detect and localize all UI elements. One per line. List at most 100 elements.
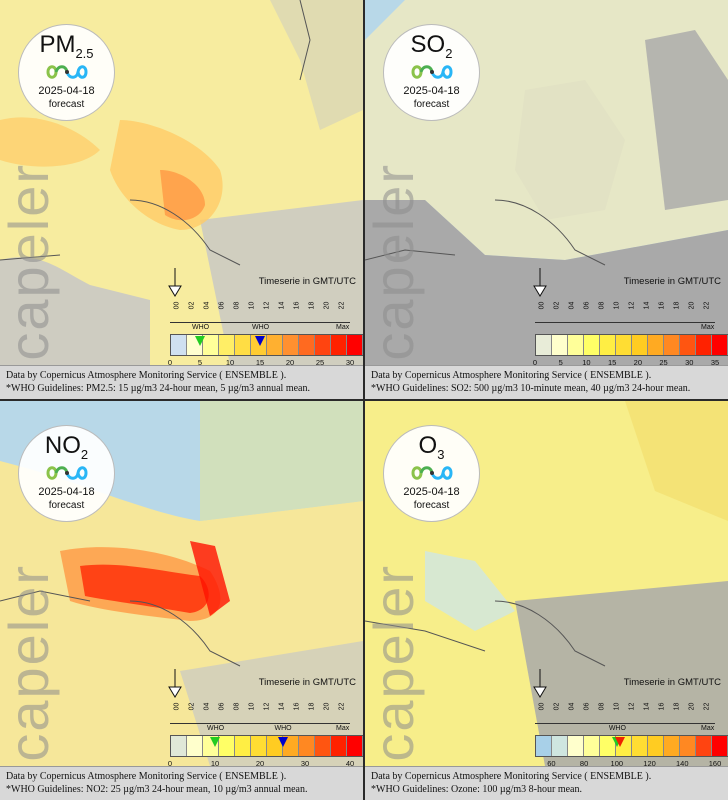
footer-source: Data by Copernicus Atmosphere Monitoring… — [371, 370, 652, 381]
color-scale-cell — [696, 335, 712, 355]
hour-tick-label: 02 — [188, 301, 196, 310]
scale-tick-label: 30 — [300, 759, 310, 768]
color-scale-cell — [664, 335, 680, 355]
so2-footer: Data by Copernicus Atmosphere Monitoring… — [365, 365, 728, 399]
scale-tick-label: 140 — [676, 759, 689, 768]
so2-date: 2025-04-18 — [403, 85, 460, 97]
current-time-arrow-icon[interactable] — [168, 268, 182, 298]
no2-timeline: Timeserie in GMT/UTC 00 02 04 06 08 10 12 14 16 1… — [160, 669, 363, 768]
footer-who: *WHO Guidelines: PM2.5: 15 µg/m3 24-hour… — [6, 383, 310, 394]
hour-tick-label: 02 — [553, 702, 561, 711]
scale-tick-label: 25 — [659, 358, 668, 367]
who-guideline-marker-icon — [210, 737, 220, 747]
color-scale-cell — [267, 335, 283, 355]
watermark: Scapeler — [0, 162, 60, 399]
who-guideline-marker-icon — [277, 737, 288, 747]
hour-tick-label: 14 — [278, 301, 286, 310]
scale-tick-label: 10 — [582, 358, 591, 367]
color-scale-cell — [536, 335, 552, 355]
color-scale-cell — [315, 335, 331, 355]
timeserie-label: Timeserie in GMT/UTC — [258, 276, 356, 287]
scale-tick-label: 15 — [255, 358, 265, 367]
hour-tick-label: 10 — [248, 301, 256, 310]
color-scale-bar — [170, 735, 363, 757]
scale-tick-label: 25 — [315, 358, 325, 367]
color-scale-cell — [664, 736, 680, 756]
o3-legend: Max 60 80 100 120 140 160 WHO — [525, 725, 728, 769]
hour-tick-label: 08 — [233, 301, 241, 310]
color-scale-cell — [712, 335, 728, 355]
hour-tick-label: 12 — [628, 301, 636, 310]
o3-footer: Data by Copernicus Atmosphere Monitoring… — [365, 766, 728, 800]
hour-tick-label: 10 — [613, 301, 621, 310]
color-scale-cell — [584, 335, 600, 355]
footer-source: Data by Copernicus Atmosphere Monitoring… — [371, 771, 652, 782]
color-scale-cell — [648, 736, 664, 756]
hour-tick-label: 12 — [263, 301, 271, 310]
color-scale-cell — [680, 335, 696, 355]
scale-tick-label: 100 — [610, 759, 624, 768]
color-scale-cell — [235, 335, 251, 355]
pm25-timeline: Timeserie in GMT/UTC 00 02 04 06 08 10 12 14 16 1… — [160, 268, 363, 368]
max-label: Max — [336, 324, 350, 331]
scale-tick-label: 0 — [167, 759, 173, 768]
color-scale-cell — [568, 736, 584, 756]
current-time-arrow-icon[interactable] — [533, 268, 547, 298]
hour-tick-label: 04 — [568, 301, 576, 310]
who-label: WHO — [608, 725, 626, 732]
infinity-logo-icon — [46, 65, 88, 79]
timeserie-label: Timeserie in GMT/UTC — [623, 276, 721, 287]
pm25-forecast-label: forecast — [48, 99, 85, 110]
hour-tick-label: 02 — [553, 301, 561, 310]
hour-tick-label: 16 — [658, 702, 666, 711]
scale-tick-label: 35 — [710, 358, 720, 367]
hour-tick-label: 18 — [308, 301, 316, 310]
hour-tick-label: 18 — [308, 702, 316, 711]
pm25-map — [0, 0, 363, 365]
color-scale-bar — [535, 735, 728, 757]
hour-tick-label: 16 — [293, 702, 301, 711]
timeserie-label: Timeserie in GMT/UTC — [623, 677, 721, 688]
so2-badge: SO2 2025-04-18 forecast — [383, 24, 480, 121]
max-label: Max — [336, 725, 350, 732]
scale-tick-label: 0 — [532, 358, 538, 367]
hour-tick-label: 14 — [643, 301, 651, 310]
color-scale-cell — [600, 335, 616, 355]
hour-tick-label: 06 — [218, 702, 226, 711]
hour-tick-label: 06 — [583, 301, 591, 310]
hour-tick-label: 00 — [173, 702, 181, 711]
watermark: Scapeler — [365, 162, 425, 399]
scale-tick-label: 20 — [633, 358, 643, 367]
color-scale-cell — [347, 736, 363, 756]
hour-tick-label: 04 — [568, 702, 576, 711]
scale-tick-label: 30 — [685, 358, 694, 367]
scale-tick-label: 30 — [345, 358, 355, 367]
current-time-arrow-icon[interactable] — [533, 669, 547, 699]
o3-panel: O3 2025-04-18 forecast Scapeler Timeseri… — [365, 401, 728, 800]
hour-tick-label: 08 — [598, 702, 606, 711]
who-guideline-marker-icon — [615, 737, 626, 747]
so2-timeline: Timeserie in GMT/UTC 00 02 04 06 08 10 12 14 16 1… — [525, 268, 728, 367]
hour-tick-label: 08 — [598, 301, 606, 310]
pm25-legend: Max 0 5 10 15 20 25 30 WHO WHO — [160, 324, 363, 368]
o3-title: O3 — [418, 432, 445, 462]
color-scale-cell — [552, 335, 568, 355]
footer-source: Data by Copernicus Atmosphere Monitoring… — [6, 370, 287, 381]
hour-tick-label: 20 — [323, 702, 331, 711]
color-scale-cell — [696, 736, 712, 756]
color-scale-cell — [283, 335, 299, 355]
color-scale-cell — [616, 335, 632, 355]
who-label: WHO — [207, 725, 225, 732]
infinity-logo-icon — [46, 466, 88, 480]
scale-tick-label: 20 — [255, 759, 265, 768]
time-axis — [535, 723, 715, 724]
color-scale-cell — [219, 335, 235, 355]
hour-tick-label: 02 — [188, 702, 196, 711]
hour-tick-label: 16 — [658, 301, 666, 310]
hour-tick-label: 00 — [173, 301, 181, 310]
pm25-footer: Data by Copernicus Atmosphere Monitoring… — [0, 365, 363, 399]
color-scale-cell — [568, 335, 584, 355]
hour-tick-label: 06 — [583, 702, 591, 711]
current-time-arrow-icon[interactable] — [168, 669, 182, 699]
